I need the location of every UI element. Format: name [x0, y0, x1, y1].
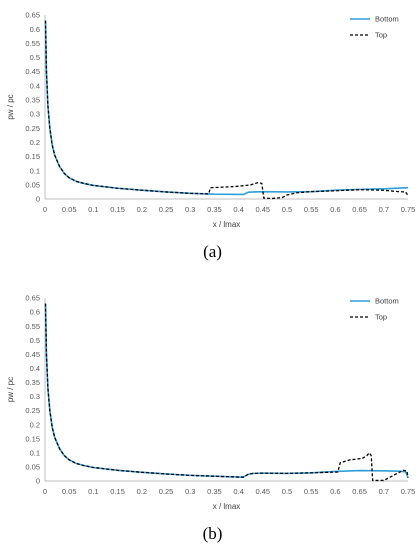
y-tick-label: 0.15: [25, 152, 40, 161]
legend-label-bottom: Bottom: [375, 297, 399, 306]
x-axis-title: x / lmax: [213, 220, 241, 229]
x-axis-title: x / lmax: [213, 502, 241, 511]
x-tick-label: 0.25: [159, 205, 174, 214]
x-tick-label: 0.05: [62, 487, 77, 496]
x-tick-label: 0.1: [88, 205, 98, 214]
legend-label-top: Top: [375, 313, 387, 322]
x-tick-label: 0.6: [330, 205, 340, 214]
series-line-top: [44, 303, 409, 482]
x-tick-label: 0: [43, 487, 47, 496]
x-tick-label: 0: [43, 205, 47, 214]
figure-caption: (b): [203, 524, 223, 543]
y-tick-label: 0.3: [30, 392, 40, 401]
y-axis-title: pw / pc: [6, 377, 15, 402]
y-tick-label: 0.1: [30, 166, 40, 175]
x-tick-label: 0.35: [207, 205, 222, 214]
y-tick-label: 0.2: [30, 420, 40, 429]
y-tick-label: 0.05: [25, 180, 40, 189]
x-tick-label: 0.75: [401, 487, 416, 496]
legend-label-bottom: Bottom: [375, 15, 399, 24]
y-tick-label: 0.55: [25, 322, 40, 331]
y-tick-label: 0.2: [30, 138, 40, 147]
y-tick-label: 0.65: [25, 294, 40, 303]
x-tick-label: 0.15: [110, 487, 125, 496]
y-tick-label: 0.3: [30, 110, 40, 119]
x-tick-label: 0.4: [233, 487, 243, 496]
x-tick-label: 0.3: [185, 205, 195, 214]
x-tick-label: 0.7: [379, 205, 389, 214]
x-tick-label: 0.7: [379, 487, 389, 496]
chart-panel-a: 0 0.05 0.1 0.15 0.2 0.25 0.3 0.35 0.4 0.45 0.5 0.55…: [6, 11, 415, 261]
y-tick-label: 0.45: [25, 350, 40, 359]
y-tick-label: 0.5: [30, 336, 40, 345]
y-tick-label: 0.45: [25, 67, 40, 76]
y-tick-label: 0.6: [30, 308, 40, 317]
x-tick-label: 0.65: [352, 205, 367, 214]
x-tick-label: 0.15: [110, 205, 125, 214]
x-tick-label: 0.65: [352, 487, 367, 496]
x-tick-label: 0.4: [233, 205, 243, 214]
x-tick-label: 0.2: [137, 205, 147, 214]
y-tick-label: 0.15: [25, 434, 40, 443]
x-tick-label: 0.5: [282, 205, 292, 214]
y-tick-label: 0.35: [25, 378, 40, 387]
x-tick-label: 0.1: [88, 487, 98, 496]
y-tick-label: 0.35: [25, 96, 40, 105]
y-tick-label: 0: [36, 477, 40, 486]
y-tick-label: 0.6: [30, 25, 40, 34]
x-tick-label: 0.2: [137, 487, 147, 496]
x-tick-label: 0.55: [304, 205, 319, 214]
y-tick-label: 0.1: [30, 448, 40, 457]
series-line-bottom: [44, 20, 409, 196]
series-line-bottom: [44, 303, 409, 478]
x-tick-label: 0.55: [304, 487, 319, 496]
chart-panel-b: 0 0.05 0.1 0.15 0.2 0.25 0.3 0.35 0.4 0.45 0.5 0.55…: [6, 294, 415, 543]
y-tick-label: 0.25: [25, 124, 40, 133]
x-tick-label: 0.3: [185, 487, 195, 496]
x-tick-label: 0.45: [255, 487, 270, 496]
x-tick-label: 0.6: [330, 487, 340, 496]
x-tick-label: 0.25: [159, 487, 174, 496]
y-tick-label: 0.4: [30, 364, 40, 373]
y-tick-label: 0: [36, 195, 40, 204]
y-tick-label: 0.55: [25, 39, 40, 48]
y-tick-label: 0.25: [25, 406, 40, 415]
x-tick-label: 0.45: [255, 205, 270, 214]
y-tick-label: 0.5: [30, 53, 40, 62]
x-tick-label: 0.35: [207, 487, 222, 496]
x-tick-label: 0.5: [282, 487, 292, 496]
figure-caption: (a): [203, 242, 222, 261]
x-tick-label: 0.05: [62, 205, 77, 214]
y-tick-label: 0.65: [25, 11, 40, 20]
y-axis-title: pw / pc: [6, 94, 15, 119]
y-tick-label: 0.05: [25, 463, 40, 472]
legend-label-top: Top: [375, 31, 387, 40]
y-tick-label: 0.4: [30, 81, 40, 90]
series-line-top: [44, 20, 409, 200]
x-tick-label: 0.75: [401, 205, 416, 214]
